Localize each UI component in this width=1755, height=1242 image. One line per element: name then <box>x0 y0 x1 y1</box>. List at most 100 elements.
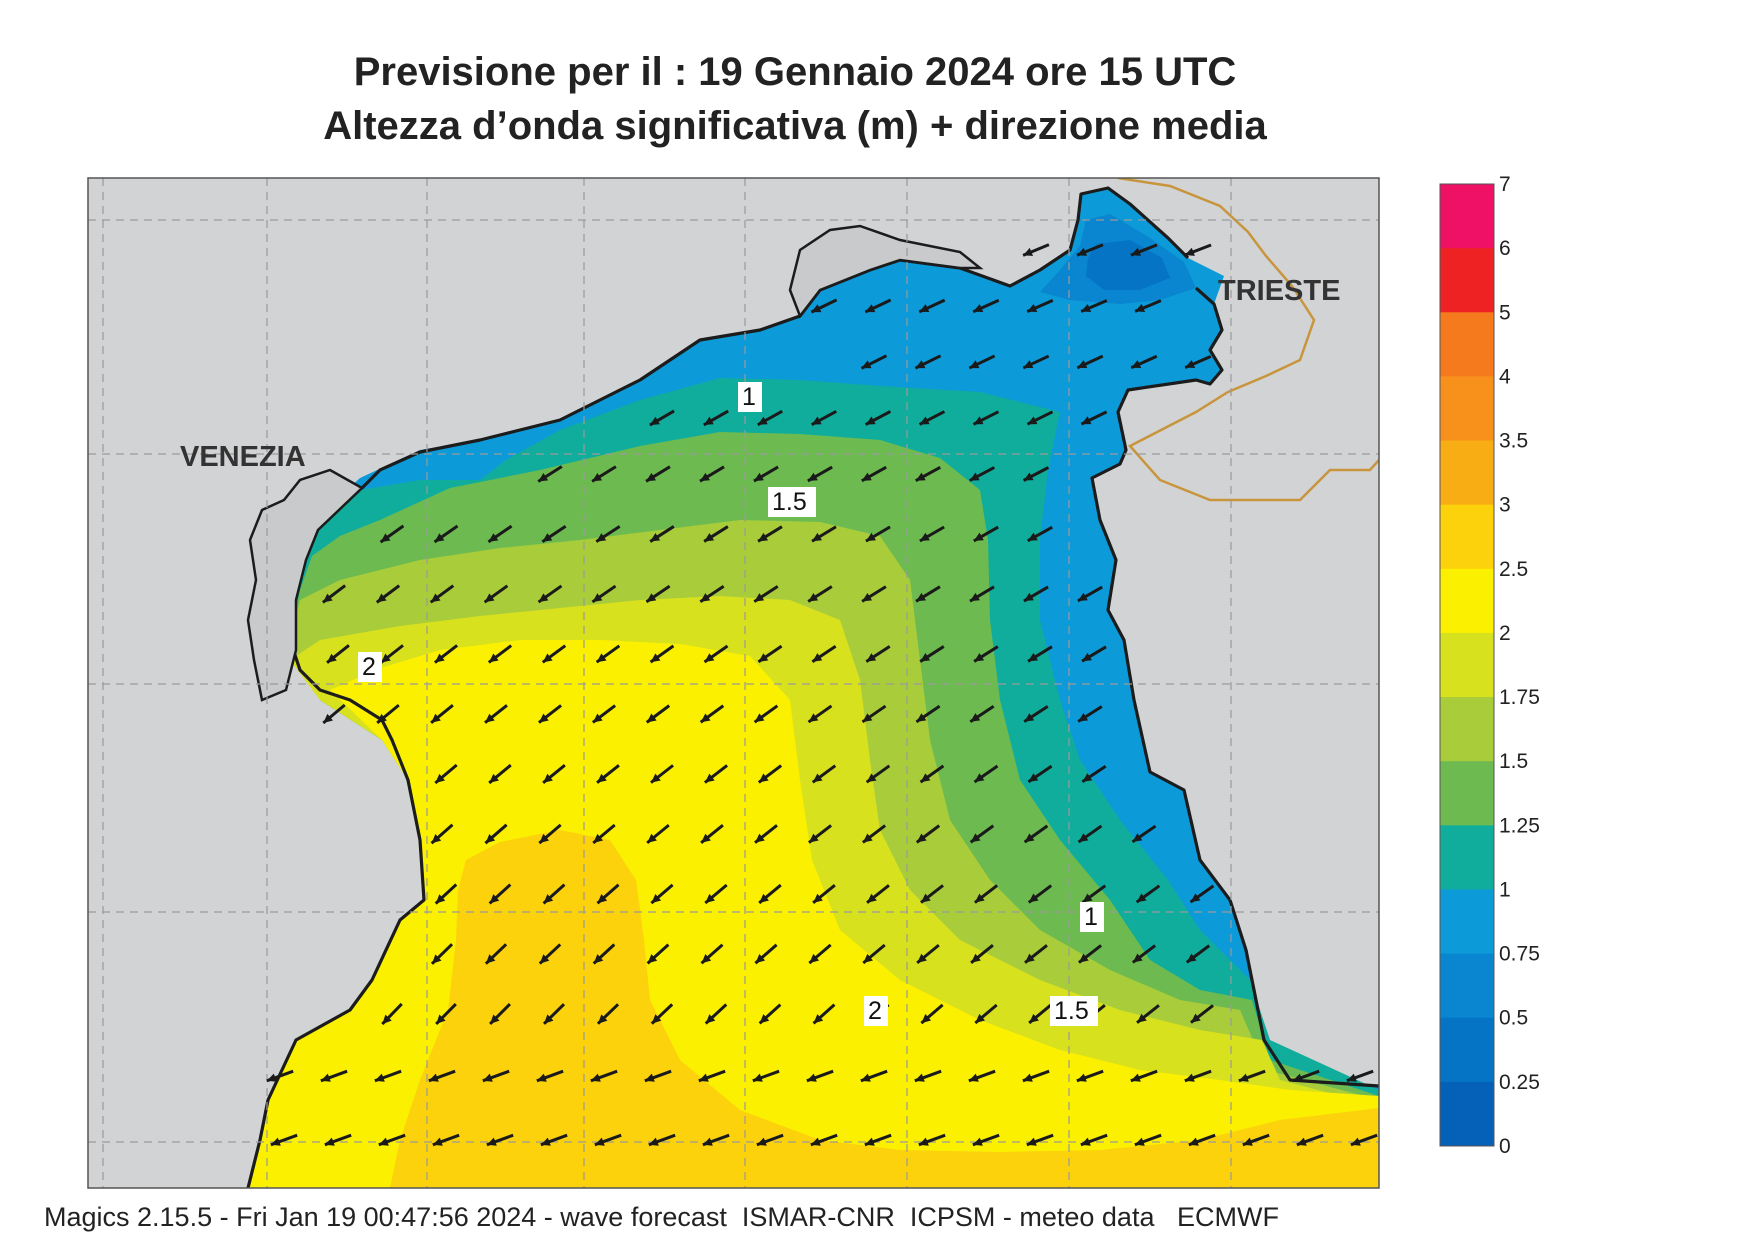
direction-arrow-head <box>374 1073 385 1082</box>
direction-arrow-head <box>865 532 876 542</box>
direction-arrow-head <box>969 592 980 602</box>
legend-swatch <box>1440 440 1494 506</box>
legend-label: 2.5 <box>1499 558 1528 581</box>
legend-swatch <box>1440 761 1494 826</box>
direction-arrow-head <box>646 713 657 723</box>
direction-arrow-head <box>538 473 549 482</box>
direction-arrow-head <box>1076 1073 1087 1082</box>
direction-arrow-head <box>540 1137 551 1146</box>
direction-arrow-head <box>1136 893 1147 903</box>
direction-arrow-head <box>539 833 550 844</box>
direction-arrow-head <box>430 593 441 603</box>
direction-arrow-head <box>377 713 387 723</box>
direction-arrow-head <box>812 773 823 783</box>
direction-arrow-head <box>323 713 333 723</box>
direction-arrow-head <box>592 472 603 482</box>
direction-arrow-head <box>863 953 873 963</box>
legend-swatch <box>1440 376 1494 442</box>
legend-swatch <box>1440 1017 1494 1083</box>
national-border <box>1117 178 1379 502</box>
legend-swatch <box>1440 504 1494 570</box>
direction-arrow-head <box>539 954 550 964</box>
direction-arrow-head <box>915 360 926 369</box>
direction-arrow-head <box>861 360 872 369</box>
legend-label: 0.5 <box>1499 1007 1528 1030</box>
direction-arrow-head <box>921 1013 932 1024</box>
direction-arrow-head <box>538 593 549 603</box>
direction-arrow-head <box>1077 592 1088 601</box>
direction-arrow-head <box>1130 247 1141 256</box>
direction-arrow-head <box>919 304 930 313</box>
direction-arrow-head <box>812 532 822 542</box>
direction-arrow-head <box>327 653 337 663</box>
direction-arrow-head <box>543 773 553 783</box>
direction-arrow-head <box>1077 247 1088 256</box>
direction-arrow-head <box>1027 416 1038 425</box>
contour-label-2-west: 2 <box>362 653 376 681</box>
direction-arrow-head <box>597 773 607 783</box>
direction-arrow-head <box>266 1073 277 1082</box>
direction-arrow-head <box>701 833 711 843</box>
direction-arrow-head <box>914 1073 925 1082</box>
direction-arrow-head <box>866 653 877 662</box>
direction-arrow-head <box>270 1137 281 1146</box>
direction-arrow-head <box>650 653 661 663</box>
legend-frame <box>1439 183 1495 1147</box>
direction-arrow-head <box>758 773 769 783</box>
direction-arrow-head <box>431 713 441 723</box>
direction-arrow-head <box>862 713 873 722</box>
direction-arrow-head <box>703 416 714 425</box>
direction-arrow-head <box>1027 532 1038 541</box>
direction-arrow-head <box>1082 773 1093 782</box>
direction-arrow-head <box>1078 713 1089 722</box>
direction-arrow-head <box>484 593 495 603</box>
legend-swatch <box>1440 1081 1494 1147</box>
direction-arrow-head <box>380 653 391 663</box>
direction-arrow-head <box>812 653 823 662</box>
direction-arrow-head <box>1022 1073 1033 1082</box>
direction-arrow-head <box>813 893 823 903</box>
direction-arrow-head <box>490 1014 500 1024</box>
direction-arrow-head <box>918 1137 929 1146</box>
contour-label-1.5-south: 1.5 <box>1054 997 1089 1025</box>
legend-label: 0.75 <box>1499 943 1540 966</box>
contour-label-1-east: 1 <box>1084 903 1098 931</box>
direction-arrow-head <box>974 893 985 903</box>
direction-arrow-head <box>972 1137 983 1146</box>
direction-arrow-head <box>920 773 931 783</box>
map-frame <box>87 177 1380 1189</box>
direction-arrow-head <box>705 893 715 904</box>
legend-label: 3 <box>1499 494 1511 517</box>
direction-arrow-head <box>1190 893 1201 903</box>
direction-arrow-head <box>1190 1013 1201 1023</box>
direction-arrow-head <box>1078 953 1089 963</box>
direction-arrow-head <box>1184 1073 1195 1082</box>
direction-arrow-head <box>704 653 715 662</box>
legend-colorbar: 7 6 5 4 3.5 3 2.5 2 1.75 1.5 1.25 1 0.75 0.5 0.25 0 <box>1439 173 1540 1158</box>
direction-arrow-head <box>973 416 984 425</box>
direction-arrow-head <box>806 1073 817 1082</box>
direction-arrow-head <box>1077 360 1088 369</box>
direction-arrow-head <box>1238 1073 1249 1082</box>
direction-arrow-head <box>543 894 554 904</box>
direction-arrow-head <box>593 954 604 964</box>
direction-arrow-head <box>644 1073 655 1082</box>
direction-arrow-head <box>813 1014 824 1024</box>
direction-arrow-head <box>542 533 553 542</box>
direction-arrow-head <box>704 532 715 542</box>
direction-arrow-head <box>968 1073 979 1082</box>
direction-arrow-head <box>434 653 445 663</box>
direction-arrow-head <box>862 833 873 843</box>
contour-label-1.5-north: 1.5 <box>772 488 807 516</box>
map-title: Previsione per il : 19 Gennaio 2024 ore … <box>353 50 1237 94</box>
direction-arrow-head <box>1186 953 1197 963</box>
legend-swatch <box>1440 568 1494 634</box>
direction-arrow-head <box>1082 893 1093 903</box>
direction-arrow-head <box>1027 304 1038 312</box>
direction-arrow-head <box>376 593 387 603</box>
direction-arrow-head <box>811 416 822 425</box>
direction-arrow-head <box>651 893 662 904</box>
venice-lagoon <box>246 468 365 702</box>
direction-arrow-head <box>485 954 496 964</box>
direction-arrow-head <box>1132 953 1143 963</box>
